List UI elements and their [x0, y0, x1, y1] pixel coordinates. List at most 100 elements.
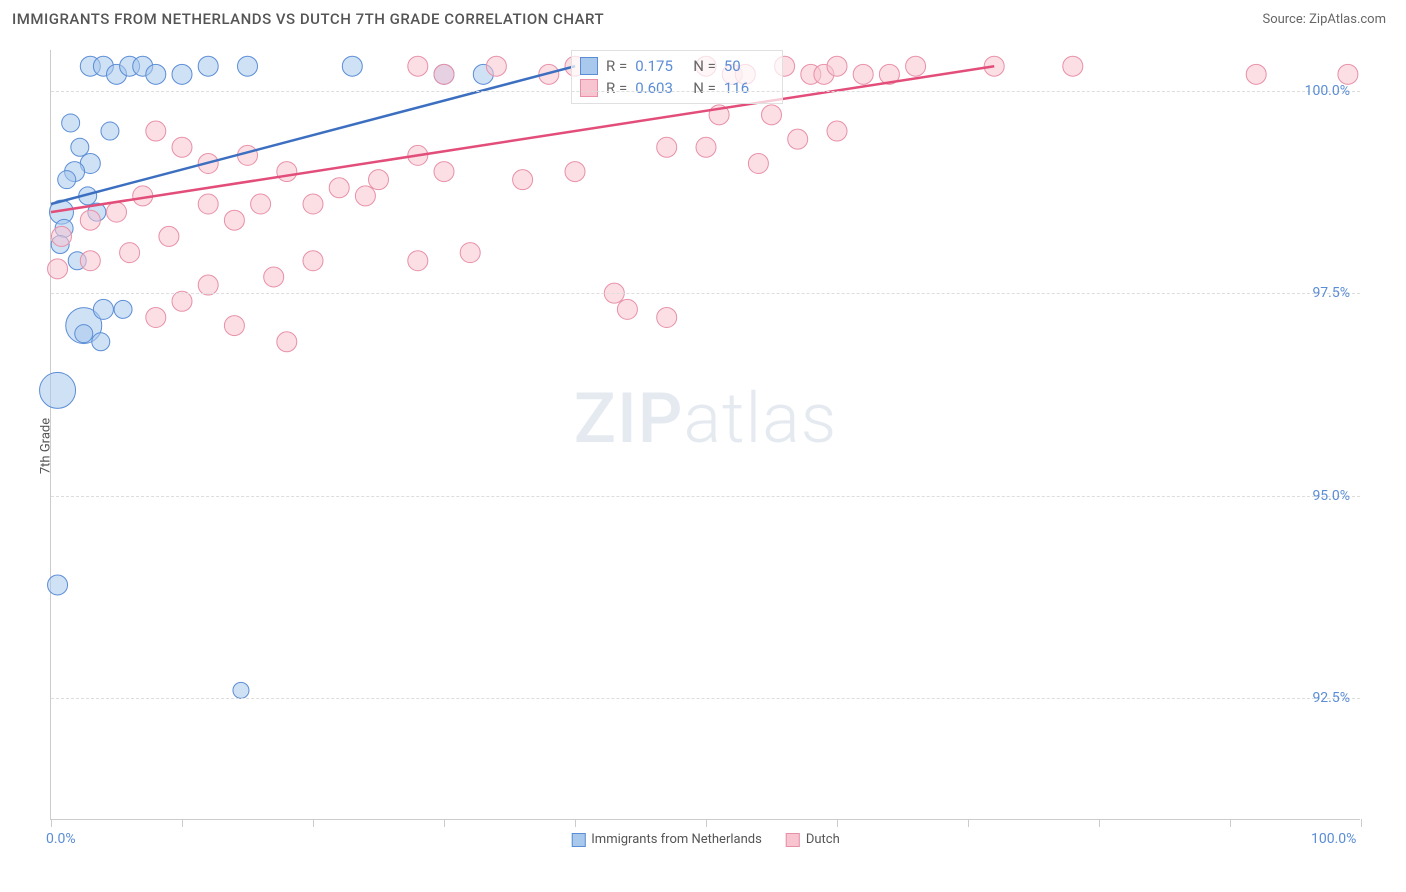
- scatter-point: [853, 64, 873, 84]
- scatter-point: [62, 114, 80, 132]
- xtick: [313, 819, 314, 827]
- scatter-point: [1063, 56, 1083, 76]
- legend-swatch-1: [786, 833, 800, 847]
- trend-line: [51, 66, 575, 204]
- scatter-point: [264, 267, 284, 287]
- scatter-point: [617, 299, 637, 319]
- scatter-point: [1246, 64, 1266, 84]
- legend-label-0: Immigrants from Netherlands: [591, 832, 762, 847]
- scatter-point: [58, 171, 76, 189]
- scatter-point: [238, 56, 258, 76]
- scatter-point: [51, 226, 71, 246]
- scatter-point: [146, 307, 166, 327]
- gridline-h: [51, 698, 1360, 699]
- legend-item-1: Dutch: [786, 832, 840, 847]
- scatter-point: [696, 137, 716, 157]
- scatter-point: [40, 372, 76, 408]
- scatter-point: [355, 186, 375, 206]
- gridline-h: [51, 496, 1360, 497]
- stats-r-val-1: 0.603: [635, 79, 685, 97]
- xtick: [575, 819, 576, 827]
- stats-n-val-0: 50: [724, 57, 774, 75]
- xtick: [837, 819, 838, 827]
- scatter-point: [788, 129, 808, 149]
- chart-title: IMMIGRANTS FROM NETHERLANDS VS DUTCH 7TH…: [12, 10, 604, 28]
- scatter-point: [48, 259, 68, 279]
- scatter-point: [827, 121, 847, 141]
- stats-n-val-1: 116: [724, 79, 774, 97]
- scatter-point: [80, 251, 100, 271]
- ytick-label: 100.0%: [1305, 83, 1350, 99]
- stats-row-series-1: R = 0.603 N = 116: [580, 77, 774, 99]
- scatter-point: [172, 64, 192, 84]
- scatter-point: [114, 300, 132, 318]
- scatter-point: [277, 162, 297, 182]
- stats-legend: R = 0.175 N = 50 R = 0.603 N = 116: [571, 50, 783, 104]
- scatter-point: [1338, 64, 1358, 84]
- scatter-point: [224, 316, 244, 336]
- bottom-legend: Immigrants from Netherlands Dutch: [571, 832, 839, 847]
- scatter-point: [71, 138, 89, 156]
- ytick-label: 97.5%: [1312, 285, 1350, 301]
- scatter-point: [342, 56, 362, 76]
- scatter-point: [198, 56, 218, 76]
- scatter-point: [434, 64, 454, 84]
- scatter-point: [251, 194, 271, 214]
- scatter-point: [120, 243, 140, 263]
- stats-row-series-0: R = 0.175 N = 50: [580, 55, 774, 77]
- scatter-point: [277, 332, 297, 352]
- scatter-point: [408, 56, 428, 76]
- trend-line: [51, 66, 994, 212]
- scatter-point: [657, 307, 677, 327]
- xtick: [444, 819, 445, 827]
- scatter-point: [906, 56, 926, 76]
- gridline-h: [51, 91, 1360, 92]
- scatter-point: [92, 333, 110, 351]
- scatter-point: [75, 325, 93, 343]
- scatter-point: [827, 56, 847, 76]
- scatter-point: [159, 226, 179, 246]
- ytick-label: 95.0%: [1312, 488, 1350, 504]
- scatter-point: [565, 162, 585, 182]
- scatter-point: [172, 291, 192, 311]
- scatter-point: [486, 56, 506, 76]
- scatter-point: [48, 575, 68, 595]
- scatter-point: [80, 210, 100, 230]
- xtick: [706, 819, 707, 827]
- stats-r-val-0: 0.175: [635, 57, 685, 75]
- scatter-point: [303, 194, 323, 214]
- chart-plot-area: ZIPatlas R = 0.175 N = 50 R = 0.603 N = …: [50, 50, 1360, 820]
- stats-n-label-0: N =: [693, 57, 716, 75]
- xtick: [1099, 819, 1100, 827]
- legend-swatch-0: [571, 833, 585, 847]
- ytick-label: 92.5%: [1312, 690, 1350, 706]
- xtick-label: 100.0%: [1311, 831, 1356, 847]
- gridline-h: [51, 293, 1360, 294]
- scatter-point: [93, 299, 113, 319]
- stats-r-label-0: R =: [606, 57, 627, 75]
- legend-item-0: Immigrants from Netherlands: [571, 832, 762, 847]
- scatter-point: [329, 178, 349, 198]
- scatter-point: [146, 121, 166, 141]
- stats-swatch-1: [580, 79, 598, 97]
- scatter-point: [198, 194, 218, 214]
- scatter-point: [303, 251, 323, 271]
- scatter-point: [460, 243, 480, 263]
- scatter-point: [101, 122, 119, 140]
- scatter-point: [369, 170, 389, 190]
- scatter-svg: [51, 50, 1360, 819]
- scatter-point: [762, 105, 782, 125]
- stats-r-label-1: R =: [606, 79, 627, 97]
- chart-header: IMMIGRANTS FROM NETHERLANDS VS DUTCH 7TH…: [0, 0, 1406, 36]
- scatter-point: [513, 170, 533, 190]
- scatter-point: [224, 210, 244, 230]
- xtick: [968, 819, 969, 827]
- stats-n-label-1: N =: [693, 79, 716, 97]
- xtick-label: 0.0%: [46, 831, 76, 847]
- xtick: [1230, 819, 1231, 827]
- scatter-point: [107, 202, 127, 222]
- xtick: [51, 819, 52, 827]
- scatter-point: [233, 682, 249, 698]
- scatter-point: [434, 162, 454, 182]
- scatter-point: [146, 64, 166, 84]
